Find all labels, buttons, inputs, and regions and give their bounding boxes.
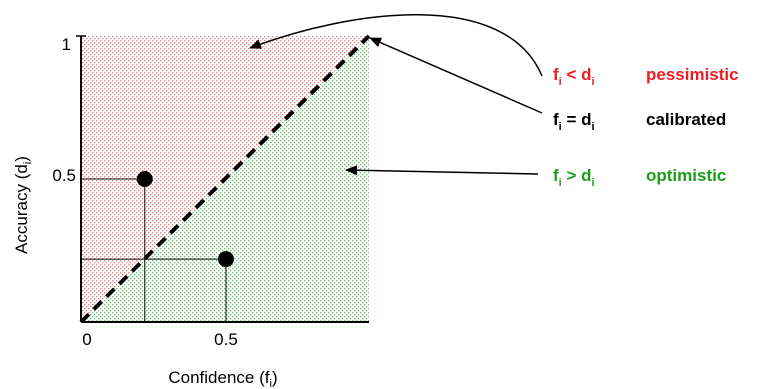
guide-lines <box>81 178 227 322</box>
legend: fi < di pessimistic fi = di calibrated f… <box>553 65 739 189</box>
x-tick-0-5: 0.5 <box>214 330 238 349</box>
legend-pessimistic-formula: fi < di <box>553 65 595 88</box>
legend-calibrated-formula: fi = di <box>553 110 595 133</box>
legend-optimistic-label: optimistic <box>646 166 726 185</box>
x-axis-label: Confidence (fi) <box>168 368 277 389</box>
optimistic-arrow <box>345 165 539 176</box>
legend-optimistic-formula: fi > di <box>553 166 595 189</box>
calibrated-arrow <box>369 37 543 114</box>
data-point-0 <box>136 171 153 187</box>
calibration-diagonal <box>79 34 371 324</box>
x-tick-0: 0 <box>82 330 91 349</box>
data-point-1 <box>218 251 234 268</box>
legend-calibrated-label: calibrated <box>646 110 726 129</box>
y-tick-1: 1 <box>62 35 71 54</box>
y-tick-0-5: 0.5 <box>52 166 76 185</box>
y-axis-label: Accuracy (di) <box>12 156 34 254</box>
data-points <box>136 171 234 268</box>
pessimistic-arrow <box>249 14 543 77</box>
legend-pessimistic-label: pessimistic <box>646 65 739 84</box>
